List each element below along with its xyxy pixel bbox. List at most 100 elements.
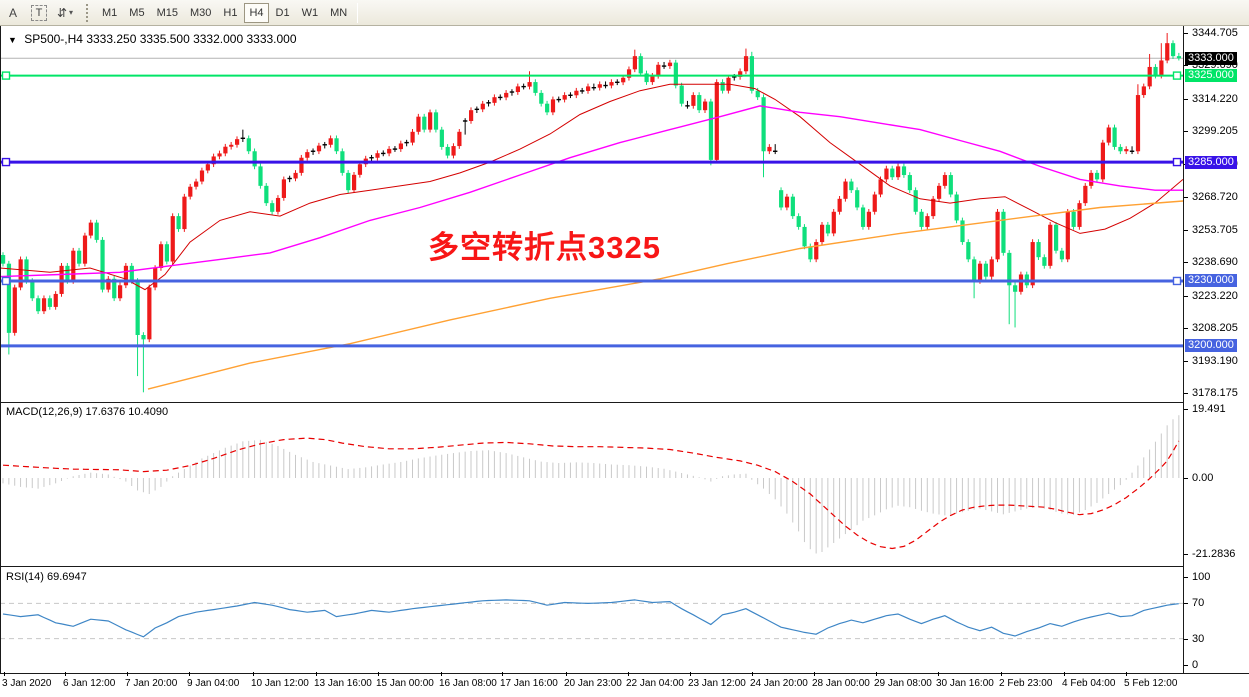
candle bbox=[170, 213, 175, 265]
candle bbox=[322, 141, 327, 149]
candle bbox=[983, 260, 988, 280]
collapse-triangle-icon[interactable]: ▼ bbox=[8, 35, 17, 45]
candle bbox=[6, 260, 12, 355]
candle bbox=[749, 51, 754, 94]
candle bbox=[88, 219, 93, 239]
candle bbox=[492, 94, 497, 106]
axis-tick-mark bbox=[1184, 65, 1188, 67]
axis-tick-label: 100 bbox=[1192, 571, 1211, 583]
panel-separator-rsi[interactable] bbox=[0, 566, 1249, 567]
candle bbox=[574, 87, 579, 99]
timeframe-button-h4[interactable]: H4 bbox=[244, 2, 269, 23]
candle bbox=[246, 135, 251, 155]
axis-tick-mark bbox=[1184, 98, 1188, 100]
time-tick-mark bbox=[752, 672, 753, 676]
candle bbox=[515, 83, 520, 95]
candle bbox=[1059, 247, 1065, 263]
candle bbox=[855, 187, 860, 211]
candle bbox=[270, 200, 275, 215]
candle bbox=[509, 89, 515, 96]
candle bbox=[41, 295, 47, 315]
timeframe-button-m1[interactable]: M1 bbox=[102, 6, 118, 19]
candle bbox=[182, 193, 187, 232]
candle bbox=[422, 113, 427, 133]
candle bbox=[591, 83, 597, 91]
candle bbox=[533, 79, 538, 96]
time-tick-mark bbox=[1001, 672, 1002, 676]
macd-label: MACD(12,26,9) 17.6376 10.4090 bbox=[6, 406, 169, 418]
candle bbox=[925, 213, 930, 230]
candle bbox=[305, 149, 310, 161]
candle bbox=[779, 187, 784, 211]
candle bbox=[264, 183, 269, 206]
candle bbox=[445, 144, 450, 159]
time-tick-mark bbox=[814, 672, 815, 676]
timeframe-button-w1[interactable]: W1 bbox=[301, 6, 319, 19]
time-tick-label: 30 Jan 16:00 bbox=[936, 678, 994, 689]
candle bbox=[860, 204, 866, 230]
hline-handle[interactable] bbox=[1, 71, 11, 80]
objects-dropdown-button[interactable]: ⇵ ▾ bbox=[53, 2, 77, 24]
candle bbox=[603, 81, 608, 89]
candle bbox=[1165, 33, 1170, 64]
candle bbox=[346, 170, 351, 193]
candle bbox=[568, 92, 573, 99]
candle bbox=[281, 176, 286, 201]
price-badge: 3285.000 bbox=[1185, 155, 1237, 169]
text-tool-icon: T bbox=[30, 4, 48, 21]
candle bbox=[966, 239, 971, 263]
candle bbox=[872, 191, 877, 215]
rsi-panel[interactable] bbox=[0, 568, 1183, 672]
macd-panel[interactable] bbox=[0, 403, 1183, 566]
hline-handle[interactable] bbox=[1, 276, 11, 286]
time-axis[interactable]: 3 Jan 2020 6 Jan 12:00 7 Jan 20:00 9 Jan 04… bbox=[0, 672, 1249, 697]
text-tool-button[interactable]: T bbox=[27, 2, 51, 24]
candle bbox=[1018, 271, 1024, 295]
time-tick-label: 2 Feb 23:00 bbox=[999, 678, 1053, 689]
panel-separator-macd[interactable] bbox=[0, 402, 1249, 403]
time-tick-mark bbox=[566, 672, 567, 676]
candle bbox=[352, 172, 357, 193]
candle bbox=[667, 59, 673, 69]
candle bbox=[673, 59, 678, 89]
axis-tick-mark bbox=[1184, 33, 1188, 34]
timeframe-button-m5[interactable]: M5 bbox=[129, 6, 145, 19]
hline-handle[interactable] bbox=[1172, 71, 1182, 80]
price-axis[interactable]: 3344.7053329.6903314.2203299.2053284.190… bbox=[1184, 26, 1249, 673]
timeframe-button-m15[interactable]: M15 bbox=[156, 6, 178, 19]
timeframe-button-m30[interactable]: M30 bbox=[189, 6, 212, 19]
candle bbox=[896, 163, 901, 181]
candle bbox=[1065, 208, 1070, 263]
candle bbox=[995, 208, 1000, 263]
axis-tick-label: 3268.720 bbox=[1192, 191, 1238, 204]
rsi-line bbox=[2, 599, 1179, 638]
axis-tick-label: 3223.220 bbox=[1192, 289, 1238, 302]
candle bbox=[211, 153, 216, 168]
hline-handle[interactable] bbox=[1172, 157, 1182, 167]
annotation-tool-button[interactable]: A bbox=[8, 5, 17, 20]
timeframe-button-h1[interactable]: H1 bbox=[223, 6, 238, 19]
candle bbox=[814, 239, 819, 263]
candle bbox=[1141, 83, 1146, 98]
axis-tick-mark bbox=[1184, 131, 1188, 133]
candle bbox=[1159, 43, 1164, 79]
hline-handle[interactable] bbox=[1172, 276, 1182, 286]
timeframe-button-d1[interactable]: D1 bbox=[275, 6, 290, 19]
candle bbox=[960, 217, 965, 245]
axis-tick-label: 3193.190 bbox=[1192, 354, 1238, 367]
candle bbox=[556, 96, 561, 103]
text-annotation[interactable]: 多空转折点3325 bbox=[428, 230, 661, 265]
axis-tick-mark bbox=[1184, 478, 1188, 479]
hline-handle[interactable] bbox=[1, 157, 11, 167]
candle bbox=[410, 128, 415, 146]
timeframe-button-mn[interactable]: MN bbox=[330, 6, 348, 19]
candle bbox=[1089, 170, 1094, 189]
time-tick-label: 10 Jan 12:00 bbox=[251, 678, 309, 689]
candle bbox=[1124, 146, 1129, 155]
main-chart-plot[interactable] bbox=[0, 26, 1183, 402]
candle bbox=[685, 100, 690, 109]
time-tick-mark bbox=[127, 672, 128, 676]
time-tick-label: 4 Feb 04:00 bbox=[1062, 678, 1116, 689]
toolbar-grip bbox=[86, 3, 91, 22]
axis-tick-mark bbox=[1184, 553, 1188, 555]
